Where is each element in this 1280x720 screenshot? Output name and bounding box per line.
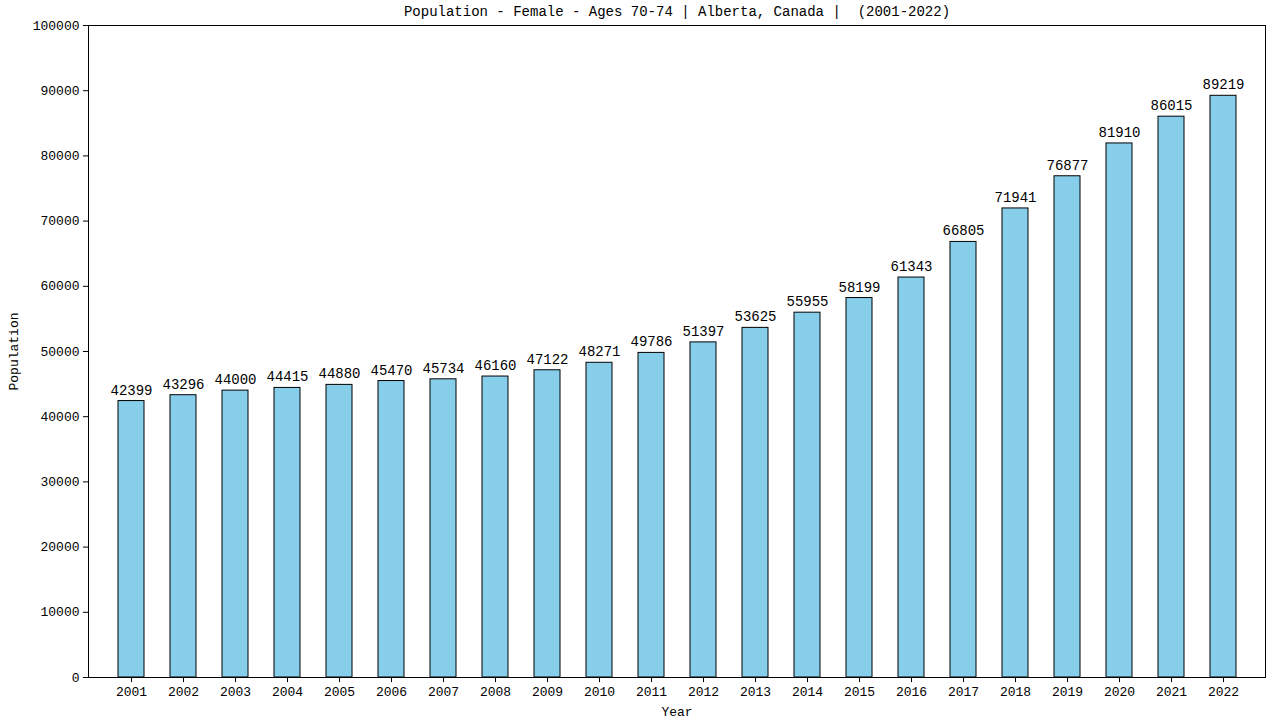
svg-text:2014: 2014 [792,685,823,700]
svg-text:2012: 2012 [688,685,719,700]
svg-text:58199: 58199 [838,280,880,296]
svg-text:49786: 49786 [630,334,672,350]
svg-text:48271: 48271 [578,344,620,360]
svg-text:2004: 2004 [272,685,303,700]
svg-text:100000: 100000 [33,19,80,34]
svg-text:90000: 90000 [40,84,79,99]
svg-text:Population: Population [7,312,22,390]
svg-text:2015: 2015 [844,685,875,700]
svg-text:2001: 2001 [116,685,147,700]
svg-text:50000: 50000 [40,345,79,360]
svg-text:55955: 55955 [786,294,828,310]
svg-text:44415: 44415 [266,369,308,385]
svg-text:60000: 60000 [40,279,79,294]
svg-text:45470: 45470 [370,363,412,379]
svg-text:89219: 89219 [1202,77,1244,93]
svg-text:0: 0 [72,671,80,686]
svg-text:44000: 44000 [214,372,256,388]
svg-text:43296: 43296 [162,377,204,393]
svg-text:2008: 2008 [480,685,511,700]
svg-text:2010: 2010 [584,685,615,700]
svg-text:2017: 2017 [948,685,979,700]
svg-text:42399: 42399 [110,383,152,399]
svg-text:61343: 61343 [890,259,932,275]
svg-text:2003: 2003 [220,685,251,700]
svg-text:40000: 40000 [40,410,79,425]
svg-text:2009: 2009 [532,685,563,700]
svg-text:Year: Year [661,705,692,720]
svg-text:10000: 10000 [40,605,79,620]
svg-text:2018: 2018 [1000,685,1031,700]
svg-text:Population - Female - Ages 70-: Population - Female - Ages 70-74 | Alber… [404,4,950,20]
svg-text:20000: 20000 [40,540,79,555]
svg-text:2021: 2021 [1156,685,1187,700]
svg-text:2002: 2002 [168,685,199,700]
svg-text:2006: 2006 [376,685,407,700]
svg-text:76877: 76877 [1046,158,1088,174]
svg-text:2016: 2016 [896,685,927,700]
svg-text:46160: 46160 [474,358,516,374]
svg-text:2020: 2020 [1104,685,1135,700]
svg-text:70000: 70000 [40,214,79,229]
svg-text:45734: 45734 [422,361,464,377]
svg-text:81910: 81910 [1098,125,1140,141]
svg-text:47122: 47122 [526,352,568,368]
svg-text:71941: 71941 [994,190,1036,206]
svg-text:44880: 44880 [318,366,360,382]
svg-text:2013: 2013 [740,685,771,700]
svg-text:2011: 2011 [636,685,667,700]
svg-text:2022: 2022 [1208,685,1239,700]
svg-text:53625: 53625 [734,309,776,325]
svg-text:2019: 2019 [1052,685,1083,700]
svg-text:30000: 30000 [40,475,79,490]
svg-text:2007: 2007 [428,685,459,700]
svg-text:2005: 2005 [324,685,355,700]
svg-text:80000: 80000 [40,149,79,164]
svg-text:51397: 51397 [682,324,724,340]
svg-text:86015: 86015 [1150,98,1192,114]
svg-text:66805: 66805 [942,223,984,239]
